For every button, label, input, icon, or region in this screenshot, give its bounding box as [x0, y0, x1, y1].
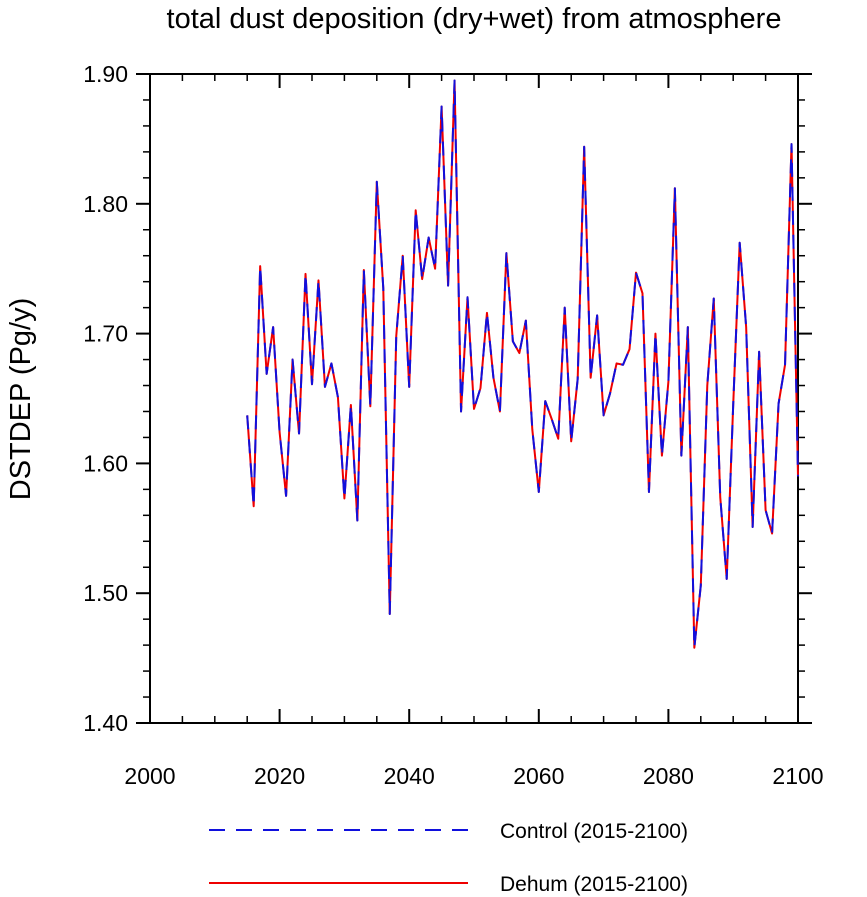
x-tick-label: 2080 — [643, 763, 694, 789]
series-layer — [246, 79, 799, 649]
y-tick-label: 1.80 — [83, 191, 128, 217]
legend-label-dehum: Dehum (2015-2100) — [500, 873, 688, 896]
y-tick-label: 1.40 — [83, 710, 128, 736]
y-axis-label: DSTDEP (Pg/y) — [5, 298, 37, 501]
y-tick-label: 1.90 — [83, 61, 128, 87]
x-tick-label: 2000 — [124, 763, 175, 789]
legend-label-control: Control (2015-2100) — [500, 820, 688, 843]
y-tick-label: 1.50 — [83, 580, 128, 606]
x-tick-label: 2060 — [513, 763, 564, 789]
x-tick-label: 2020 — [254, 763, 305, 789]
legend: Control (2015-2100) Dehum (2015-2100) — [209, 820, 688, 896]
x-tick-label: 2100 — [772, 763, 823, 789]
axes: 2000 2020 2040 2060 2080 2100 1.40 1.50 1.60 1.70… — [83, 61, 823, 789]
y-tick-label: 1.60 — [83, 450, 128, 476]
y-tick-label: 1.70 — [83, 321, 128, 347]
series-line-control — [246, 79, 799, 649]
x-tick-label: 2040 — [384, 763, 435, 789]
chart-title: total dust deposition (dry+wet) from atm… — [167, 3, 782, 35]
